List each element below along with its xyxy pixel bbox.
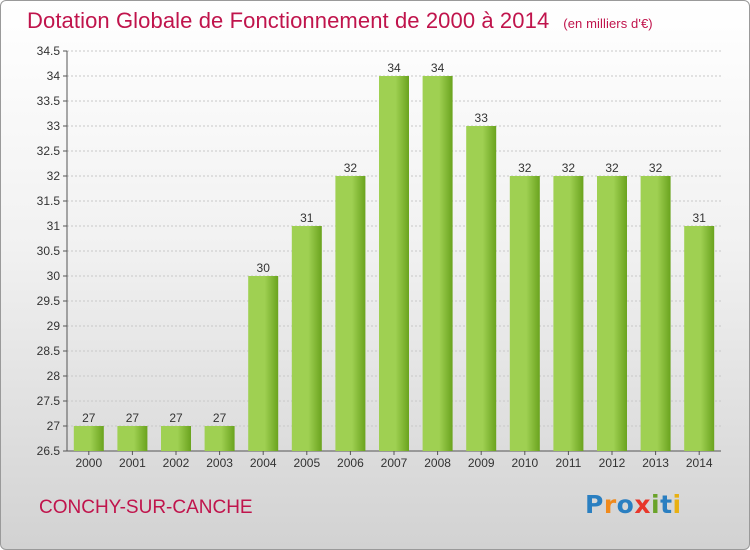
x-tick-label: 2002 [163, 456, 190, 470]
x-tick-label: 2012 [599, 456, 626, 470]
x-tick-label: 2009 [468, 456, 495, 470]
x-tick-label: 2013 [642, 456, 669, 470]
x-tick-label: 2003 [206, 456, 233, 470]
proxiti-logo[interactable]: Proxiti [585, 490, 682, 519]
bar-2011 [553, 176, 584, 451]
bar-2014 [684, 226, 715, 451]
bar-2000 [73, 426, 104, 451]
logo-letter: t [660, 490, 673, 519]
bar-2008 [422, 76, 453, 451]
x-tick-label: 2001 [119, 456, 146, 470]
data-label: 32 [562, 161, 576, 175]
y-tick-label: 32 [47, 169, 61, 183]
data-label: 30 [257, 261, 271, 275]
bar-2012 [597, 176, 627, 451]
data-label: 27 [213, 411, 227, 425]
bar-2005 [291, 226, 322, 451]
data-label: 34 [431, 61, 445, 75]
data-label: 31 [300, 211, 314, 225]
data-label: 27 [126, 411, 140, 425]
x-tick-label: 2006 [337, 456, 364, 470]
chart-title: Dotation Globale de Fonctionnement de 20… [27, 8, 653, 34]
y-tick-label: 26.5 [37, 444, 61, 458]
logo-letter: i [672, 490, 682, 519]
y-tick-label: 31.5 [37, 194, 61, 208]
y-tick-label: 32.5 [37, 144, 61, 158]
bar-2009 [466, 126, 497, 451]
logo-letter: P [585, 490, 604, 519]
data-label: 27 [82, 411, 96, 425]
y-tick-label: 34.5 [37, 44, 61, 58]
y-tick-label: 29 [47, 319, 61, 333]
x-tick-label: 2005 [293, 456, 320, 470]
logo-letter: i [651, 490, 661, 519]
y-tick-label: 29.5 [37, 294, 61, 308]
x-tick-label: 2010 [511, 456, 538, 470]
logo-letter: x [634, 490, 651, 519]
bar-2004 [248, 276, 279, 451]
x-tick-label: 2011 [555, 456, 581, 470]
y-tick-label: 28 [47, 369, 61, 383]
y-tick-label: 30.5 [37, 244, 61, 258]
bar-2003 [204, 426, 235, 451]
bar-2007 [379, 76, 409, 451]
y-tick-label: 34 [47, 69, 61, 83]
data-labels: 27 27 27 27 30 31 32 34 34 33 32 32 32 32 31 [82, 61, 706, 425]
y-tick-label: 28.5 [37, 344, 61, 358]
logo-letter: r [603, 490, 617, 519]
x-tick-label: 2007 [381, 456, 408, 470]
bar-2002 [161, 426, 191, 451]
x-tick-label: 2000 [75, 456, 102, 470]
data-label: 31 [693, 211, 707, 225]
y-tick-label: 27.5 [37, 394, 61, 408]
y-tick-label: 33 [47, 119, 61, 133]
y-tick-label: 33.5 [37, 94, 61, 108]
chart-unit: (en milliers d'€) [563, 16, 653, 31]
bars [73, 76, 715, 451]
data-label: 32 [649, 161, 663, 175]
y-tick-label: 30 [47, 269, 61, 283]
bar-2006 [335, 176, 366, 451]
x-tick-label: 2014 [686, 456, 713, 470]
data-label: 32 [605, 161, 619, 175]
y-tick-label: 27 [47, 419, 61, 433]
y-tick-label: 31 [47, 219, 61, 233]
commune-name: CONCHY-SUR-CANCHE [39, 497, 253, 518]
data-label: 27 [169, 411, 183, 425]
logo-letter: o [616, 490, 635, 519]
x-tick-label: 2004 [250, 456, 277, 470]
bar-2001 [117, 426, 148, 451]
x-tick-label: 2008 [424, 456, 451, 470]
axes: 26.5 27 27.5 28 28.5 29 29.5 30 30.5 31 31.5 32 32.5… [37, 44, 721, 470]
data-label: 32 [344, 161, 358, 175]
chart-title-text: Dotation Globale de Fonctionnement de 20… [27, 8, 550, 33]
bar-2010 [509, 176, 540, 451]
bar-2013 [640, 176, 671, 451]
data-label: 32 [518, 161, 532, 175]
data-label: 34 [387, 61, 401, 75]
data-label: 33 [475, 111, 489, 125]
